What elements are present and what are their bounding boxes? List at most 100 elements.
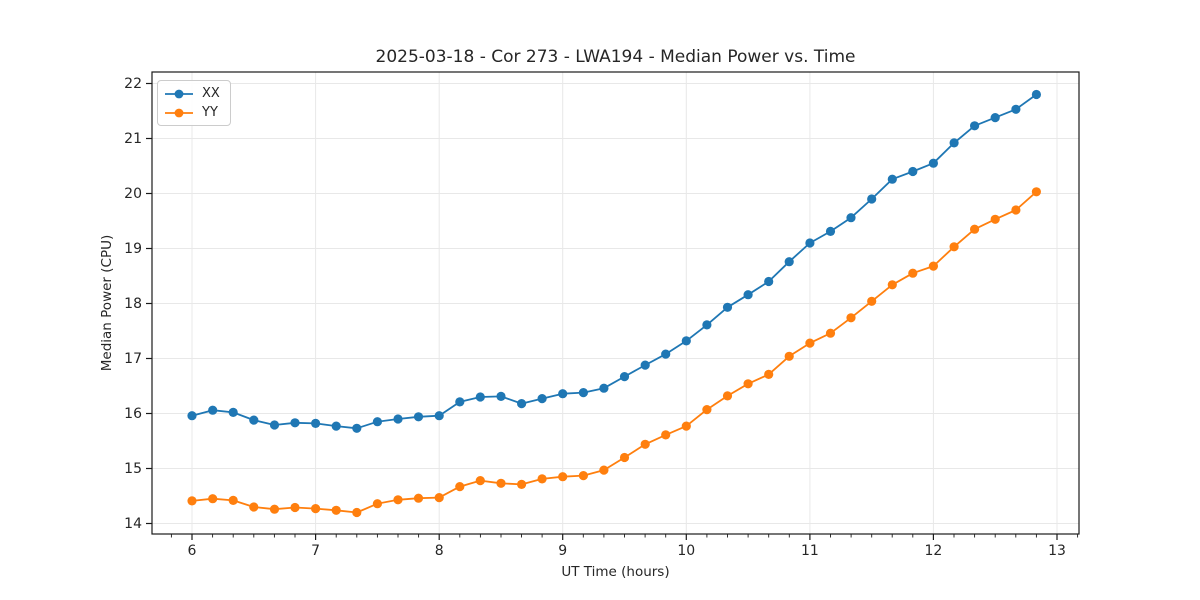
data-point-yy: [1011, 205, 1021, 215]
data-point-xx: [805, 238, 815, 248]
data-point-yy: [578, 471, 589, 481]
data-point-xx: [825, 226, 836, 236]
data-point-xx: [681, 336, 691, 346]
data-point-yy: [743, 379, 753, 389]
data-point-xx: [455, 397, 465, 407]
svg-text:12: 12: [924, 543, 942, 559]
data-point-xx: [599, 383, 609, 393]
data-point-xx: [578, 388, 589, 398]
data-point-yy: [867, 296, 877, 306]
svg-text:21: 21: [124, 131, 142, 147]
data-point-yy: [496, 478, 506, 488]
data-point-yy: [393, 495, 403, 505]
data-point-xx: [413, 412, 424, 422]
data-point-xx: [269, 420, 280, 430]
data-point-xx: [619, 372, 630, 382]
data-point-yy: [661, 430, 671, 440]
svg-text:6: 6: [188, 543, 197, 559]
data-point-yy: [331, 505, 341, 515]
chart-title: 2025-03-18 - Cor 273 - LWA194 - Median P…: [375, 47, 856, 67]
x-ticks: 6 7 8 9 10 11 12 13: [188, 534, 1066, 559]
svg-text:11: 11: [801, 543, 819, 559]
data-point-yy: [455, 482, 465, 492]
svg-text:19: 19: [124, 241, 142, 257]
data-point-yy: [311, 504, 321, 514]
data-point-xx: [990, 113, 1000, 123]
data-point-yy: [764, 369, 774, 379]
y-axis-label: Median Power (CPU): [99, 234, 115, 372]
data-point-yy: [846, 313, 856, 323]
data-point-yy: [413, 493, 424, 503]
data-point-yy: [599, 465, 609, 475]
data-point-xx: [352, 423, 362, 433]
data-point-yy: [517, 479, 527, 489]
data-point-yy: [228, 495, 238, 505]
svg-text:18: 18: [124, 296, 142, 312]
svg-text:17: 17: [124, 351, 142, 367]
data-point-yy: [290, 502, 300, 513]
svg-text:8: 8: [435, 543, 444, 559]
data-point-xx: [784, 257, 794, 267]
legend-item-yy: YY: [164, 104, 220, 121]
svg-text:16: 16: [124, 406, 142, 422]
data-point-xx: [722, 302, 733, 312]
svg-text:7: 7: [311, 543, 320, 559]
data-point-yy: [352, 507, 362, 518]
svg-text:15: 15: [124, 461, 142, 477]
data-point-xx: [393, 414, 403, 424]
data-point-yy: [640, 439, 650, 449]
data-point-yy: [249, 502, 259, 512]
x-axis-label: UT Time (hours): [561, 564, 670, 580]
data-point-yy: [805, 338, 815, 348]
legend-label: YY: [202, 105, 218, 120]
legend-swatch-yy: [165, 108, 193, 117]
data-point-xx: [928, 158, 939, 168]
data-point-yy: [558, 472, 568, 482]
data-point-yy: [702, 405, 712, 415]
data-point-xx: [1031, 89, 1041, 100]
data-point-xx: [434, 411, 444, 421]
data-point-yy: [619, 452, 630, 463]
data-point-yy: [949, 242, 959, 252]
svg-text:20: 20: [124, 186, 142, 202]
data-point-xx: [867, 194, 877, 204]
data-point-yy: [990, 214, 1000, 224]
data-point-xx: [970, 121, 980, 131]
data-point-yy: [537, 474, 547, 484]
data-point-xx: [702, 320, 712, 330]
data-point-xx: [187, 411, 197, 421]
svg-text:9: 9: [558, 543, 567, 559]
y-gridlines: [152, 83, 1079, 524]
data-point-xx: [208, 405, 218, 415]
data-point-xx: [290, 418, 300, 428]
data-point-yy: [475, 476, 485, 486]
x-minor-ticks: [170, 534, 1079, 538]
data-point-xx: [372, 417, 382, 427]
data-point-xx: [743, 290, 753, 300]
data-point-xx: [517, 399, 527, 409]
data-point-yy: [928, 261, 939, 271]
data-point-xx: [331, 421, 341, 431]
data-point-yy: [784, 351, 794, 361]
data-point-xx: [949, 138, 959, 148]
data-point-xx: [537, 394, 547, 404]
data-point-yy: [825, 328, 836, 338]
data-point-xx: [887, 174, 897, 184]
data-point-yy: [187, 496, 197, 506]
data-point-xx: [846, 213, 856, 223]
data-point-xx: [908, 166, 918, 177]
y-ticks: 14 15 16 17 18 19 20 21 22: [124, 76, 152, 532]
data-point-yy: [208, 494, 218, 504]
data-point-yy: [908, 268, 918, 278]
data-point-yy: [434, 493, 444, 503]
data-point-xx: [640, 360, 650, 370]
data-point-yy: [681, 421, 691, 431]
svg-text:14: 14: [124, 516, 142, 532]
legend-swatch-xx: [165, 89, 193, 98]
svg-text:13: 13: [1048, 543, 1066, 559]
data-point-yy: [1031, 187, 1041, 197]
data-point-xx: [496, 391, 506, 401]
data-point-xx: [249, 415, 259, 425]
